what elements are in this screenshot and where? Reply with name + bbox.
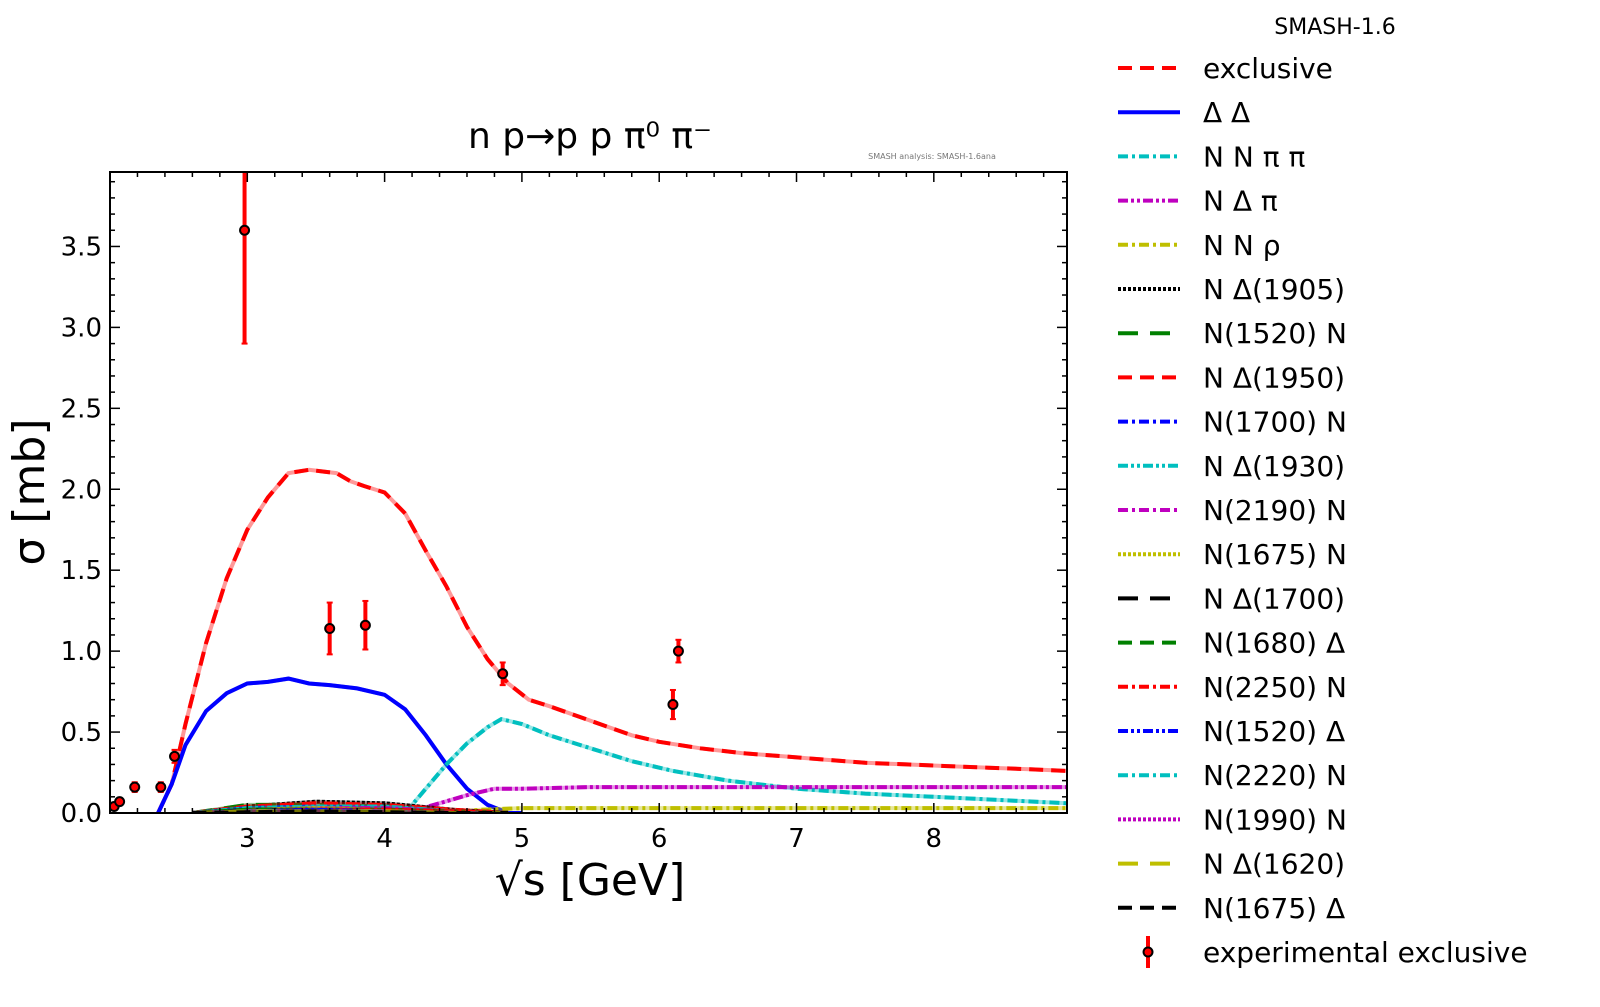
legend-item-n: N Δ π [1118, 185, 1278, 218]
x-tick-label: 3 [239, 824, 256, 854]
data-point [359, 619, 371, 631]
legend-label: N(1520) N [1203, 317, 1347, 350]
x-tick-label: 5 [514, 824, 531, 854]
data-point [239, 224, 251, 236]
data-point [497, 668, 509, 680]
legend-label: N(2250) N [1203, 671, 1347, 704]
legend-item-n-1930: N Δ(1930) [1118, 450, 1345, 483]
y-tick-label: 0.0 [61, 799, 102, 829]
analysis-annotation: SMASH analysis: SMASH-1.6ana [868, 152, 996, 161]
legend-item-n-1520: N(1520) Δ [1118, 715, 1345, 748]
legend-item-n-1675: N(1675) Δ [1118, 892, 1345, 925]
x-axis: 3 4 5 6 7 8 [109, 172, 1045, 854]
legend-label: N(1680) Δ [1203, 627, 1345, 660]
legend-item-n-1990-n: N(1990) N [1118, 803, 1347, 836]
series-line-2 [403, 716, 1067, 813]
data-point [155, 781, 167, 793]
legend-label: experimental exclusive [1203, 936, 1528, 969]
series-line-3 [404, 785, 1067, 813]
data-point [667, 699, 679, 711]
series-halo-0 [156, 467, 1067, 813]
legend-item-n-1700-n: N(1700) N [1118, 406, 1347, 439]
legend-label: N(1700) N [1203, 406, 1347, 439]
legend-item-n-2250-n: N(2250) N [1118, 671, 1347, 704]
x-tick-label: 6 [651, 824, 668, 854]
data-point [672, 645, 684, 657]
series-line-0 [156, 467, 1067, 813]
legend-label: N N ρ [1203, 229, 1280, 262]
x-tick-label: 4 [376, 824, 393, 854]
legend-item-n-2220-n: N(2220) N [1118, 759, 1347, 792]
legend-label: N Δ(1930) [1203, 450, 1345, 483]
data-point [324, 622, 336, 634]
x-tick-label: 8 [926, 824, 943, 854]
legend-label: N(2190) N [1203, 494, 1347, 527]
legend-swatch-marker [1142, 946, 1154, 958]
legend-item-n-1700: N Δ(1700) [1118, 582, 1345, 615]
legend-item-n-1620: N Δ(1620) [1118, 848, 1345, 881]
legend-label: N Δ π [1203, 185, 1278, 218]
legend-item-n-1950: N Δ(1950) [1118, 361, 1345, 394]
legend-label: N(2220) N [1203, 759, 1347, 792]
legend-label: Δ Δ [1203, 96, 1250, 129]
legend-item-series: Δ Δ [1118, 96, 1250, 129]
legend-item-n-1520-n: N(1520) N [1118, 317, 1347, 350]
y-axis-label: σ [mb] [4, 419, 55, 566]
legend-label: N(1675) N [1203, 538, 1347, 571]
legend-item-n-2190-n: N(2190) N [1118, 494, 1347, 527]
legend-item-experimental: experimental exclusive [1142, 936, 1528, 969]
x-tick-label: 7 [788, 824, 805, 854]
legend-title: SMASH-1.6 [1274, 15, 1395, 40]
legend-item-n-n: N N ρ [1118, 229, 1280, 262]
y-axis: 0.0 0.5 1.0 1.5 2.0 2.5 3.0 3.5 [61, 180, 1067, 829]
y-tick-label: 0.5 [61, 718, 102, 748]
y-tick-label: 1.0 [61, 637, 102, 667]
y-tick-label: 3.0 [61, 313, 102, 343]
series-line-1 [156, 676, 522, 813]
x-axis-label: √s [GeV] [495, 855, 686, 906]
y-tick-label: 2.5 [61, 394, 102, 424]
legend-item-exclusive: exclusive [1118, 52, 1333, 85]
plot-frame [109, 171, 1068, 814]
legend-item-n-n: N N π π [1118, 140, 1305, 173]
y-tick-label: 2.0 [61, 475, 102, 505]
legend-label: N N π π [1203, 140, 1305, 173]
experimental-points-layer [110, 172, 684, 813]
legend-label: N Δ(1905) [1203, 273, 1345, 306]
legend-label: exclusive [1203, 52, 1333, 85]
chart-title: n p→p p π⁰ π⁻ [468, 116, 712, 157]
legend-item-n-1905: N Δ(1905) [1118, 273, 1345, 306]
legend-label: N(1520) Δ [1203, 715, 1345, 748]
series-layer [156, 467, 1067, 813]
legend-label: N Δ(1700) [1203, 582, 1345, 615]
legend-label: N Δ(1620) [1203, 848, 1345, 881]
legend: exclusive Δ Δ N N π π N Δ π N N ρ N Δ(1905) N(… [1118, 52, 1528, 969]
legend-label: N(1990) N [1203, 803, 1347, 836]
y-tick-label: 3.5 [61, 232, 102, 262]
data-point [129, 781, 141, 793]
legend-item-n-1675-n: N(1675) N [1118, 538, 1347, 571]
legend-item-n-1680: N(1680) Δ [1118, 627, 1345, 660]
data-point [114, 796, 126, 808]
data-point [169, 750, 181, 762]
legend-label: N Δ(1950) [1203, 361, 1345, 394]
legend-label: N(1675) Δ [1203, 892, 1345, 925]
y-tick-label: 1.5 [61, 556, 102, 586]
